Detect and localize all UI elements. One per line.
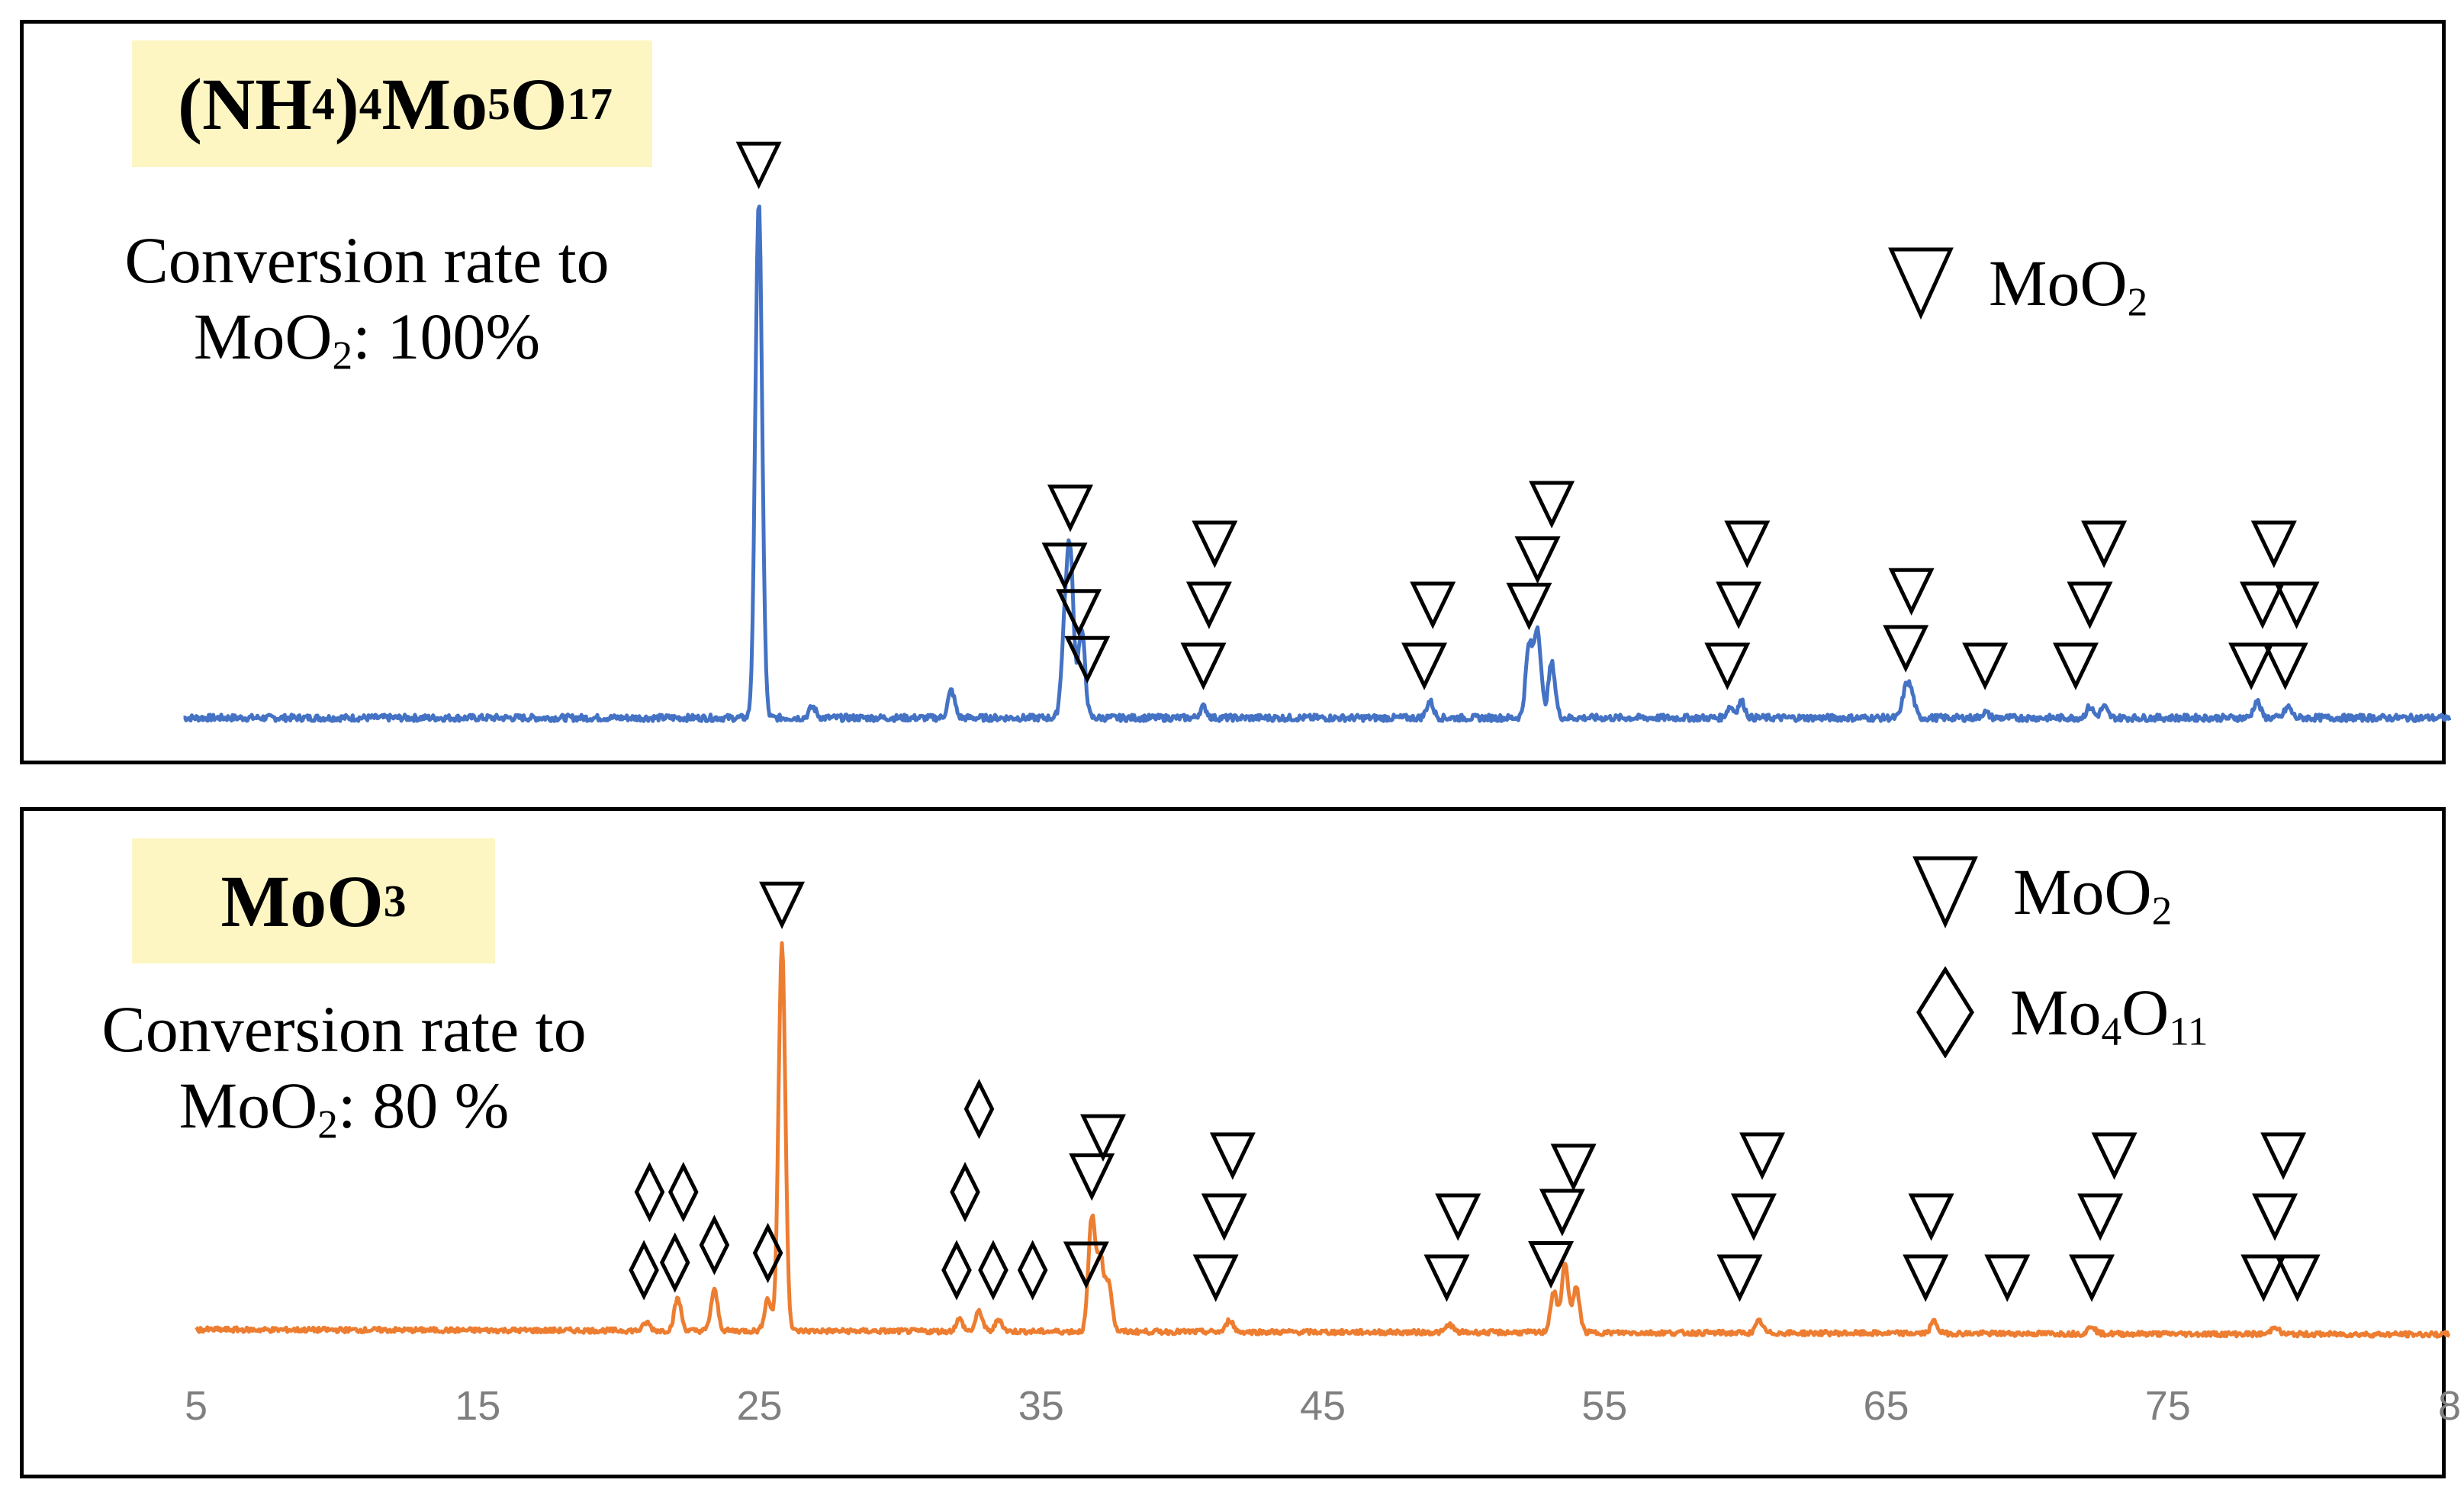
mo4o11-peak-marker xyxy=(752,1222,783,1284)
conversion-line-1: Conversion rate to xyxy=(124,224,610,297)
triangle-marker-icon xyxy=(1888,247,1954,320)
moo2-peak-marker xyxy=(1047,484,1093,532)
moo2-peak-marker xyxy=(1063,1241,1109,1289)
moo2-peak-marker xyxy=(1185,581,1232,629)
moo2-peak-marker xyxy=(2274,1254,2321,1302)
moo2-peak-marker xyxy=(1201,1193,1247,1241)
moo2-peak-marker xyxy=(735,141,782,189)
moo2-peak-marker xyxy=(1410,581,1456,629)
moo2-peak-marker xyxy=(1506,582,1552,631)
moo2-peak-marker xyxy=(1401,642,1448,690)
moo2-peak-marker xyxy=(1192,520,1238,568)
moo2-peak-marker xyxy=(759,881,806,929)
moo2-peak-marker xyxy=(2240,1254,2287,1302)
moo2-peak-marker xyxy=(1550,1144,1597,1192)
x-tick-label: 65 xyxy=(1863,1383,1909,1429)
mo4o11-peak-marker xyxy=(941,1240,972,1301)
mo4o11-peak-marker xyxy=(629,1240,659,1301)
moo2-peak-marker xyxy=(1435,1193,1481,1241)
moo2-peak-marker xyxy=(2067,581,2113,629)
moo2-peak-marker xyxy=(2077,1193,2124,1241)
mo4o11-peak-marker xyxy=(978,1240,1008,1301)
moo2-peak-marker xyxy=(1724,520,1771,568)
moo2-peak-marker xyxy=(1080,1114,1126,1162)
mo4o11-peak-marker xyxy=(963,1079,995,1140)
moo2-peak-marker xyxy=(1180,642,1227,690)
moo2-peak-marker xyxy=(1528,1241,1575,1289)
moo2-peak-marker xyxy=(1539,1189,1585,1237)
mo4o11-peak-marker xyxy=(1017,1240,1048,1301)
moo2-peak-marker xyxy=(1209,1132,1256,1180)
moo2-peak-marker xyxy=(1716,581,1762,629)
mo4o11-peak-marker xyxy=(634,1162,665,1223)
conversion-rate-text: Conversion rate to MoO2: 100% xyxy=(69,222,664,375)
xrd-pattern-top xyxy=(183,141,2452,723)
moo2-peak-marker xyxy=(1704,642,1751,690)
moo2-peak-marker xyxy=(2260,1132,2307,1180)
moo2-peak-marker xyxy=(1716,1254,1763,1302)
x-tick-label: 15 xyxy=(455,1383,500,1429)
sample-label-moo3: MoO 3 xyxy=(132,838,495,963)
moo2-peak-marker xyxy=(1739,1132,1786,1180)
moo2-peak-marker xyxy=(1192,1254,1239,1302)
x-tick-label: 25 xyxy=(736,1383,782,1429)
moo2-peak-marker xyxy=(2239,581,2285,629)
moo2-peak-marker xyxy=(1064,635,1111,684)
moo2-peak-marker xyxy=(2228,642,2275,690)
moo2-peak-marker xyxy=(1984,1254,2031,1302)
diffraction-line xyxy=(195,941,2451,1339)
legend-item-mo4o11: Mo4O11 xyxy=(1916,967,2208,1058)
mo4o11-peak-marker xyxy=(950,1162,980,1223)
mo4o11-peak-marker xyxy=(699,1214,730,1275)
moo2-peak-marker xyxy=(2091,1132,2138,1180)
moo2-peak-marker xyxy=(1888,568,1935,616)
moo2-peak-marker xyxy=(2262,642,2308,690)
moo2-peak-marker xyxy=(1041,542,1088,590)
moo2-peak-marker xyxy=(1903,1254,1949,1302)
moo2-peak-marker xyxy=(1514,536,1561,584)
moo2-peak-marker xyxy=(1056,589,1102,637)
moo2-peak-marker xyxy=(1962,642,2009,690)
x-tick-label: 8 xyxy=(2438,1383,2461,1429)
triangle-marker-icon xyxy=(1912,856,1978,928)
moo2-peak-marker xyxy=(2069,1254,2115,1302)
diamond-marker-icon xyxy=(1916,967,1974,1058)
diffraction-line xyxy=(183,204,2452,723)
conversion-line-1: Conversion rate to xyxy=(101,992,587,1066)
moo2-peak-marker xyxy=(1908,1193,1954,1241)
legend-item-moo2: MoO2 xyxy=(1912,854,2172,931)
moo2-peak-marker xyxy=(2252,1193,2298,1241)
xrd-pattern-bottom: 5 15 25 35 45 55 65 75 8 xyxy=(185,881,2461,1429)
conversion-line-2: MoO2: 100% xyxy=(193,300,541,378)
xrd-panel-nh4-molybdate: (NH 4) 4 Mo 5 O 17 Conversion rate to MoO2: 10… xyxy=(20,20,2452,764)
x-tick-label: 75 xyxy=(2145,1383,2191,1429)
conversion-rate-text: Conversion rate to MoO2: 80 % xyxy=(47,991,642,1144)
x-tick-label: 55 xyxy=(1581,1383,1627,1429)
x-tick-label: 35 xyxy=(1018,1383,1064,1429)
mo4o11-peak-marker xyxy=(659,1232,690,1293)
moo2-peak-marker xyxy=(2250,520,2297,568)
moo2-peak-marker xyxy=(2081,520,2128,568)
moo2-peak-marker xyxy=(1883,625,1929,673)
xrd-panel-moo3: MoO 3 Conversion rate to MoO2: 80 % MoO2 … xyxy=(20,807,2461,1478)
moo2-peak-marker xyxy=(1069,1153,1115,1201)
conversion-line-2: MoO2: 80 % xyxy=(179,1069,510,1147)
mo4o11-peak-marker xyxy=(668,1162,699,1223)
legend-item-moo2: MoO2 xyxy=(1888,245,2147,322)
moo2-peak-marker xyxy=(2052,642,2099,690)
moo2-peak-marker xyxy=(1423,1254,1470,1302)
moo2-peak-marker xyxy=(1529,481,1575,529)
moo2-peak-marker xyxy=(2273,581,2320,629)
moo2-peak-marker xyxy=(1730,1193,1777,1241)
x-tick-label: 45 xyxy=(1300,1383,1346,1429)
x-tick-label: 5 xyxy=(185,1383,207,1429)
sample-label-nh4-mo5o17: (NH 4) 4 Mo 5 O 17 xyxy=(132,40,652,167)
